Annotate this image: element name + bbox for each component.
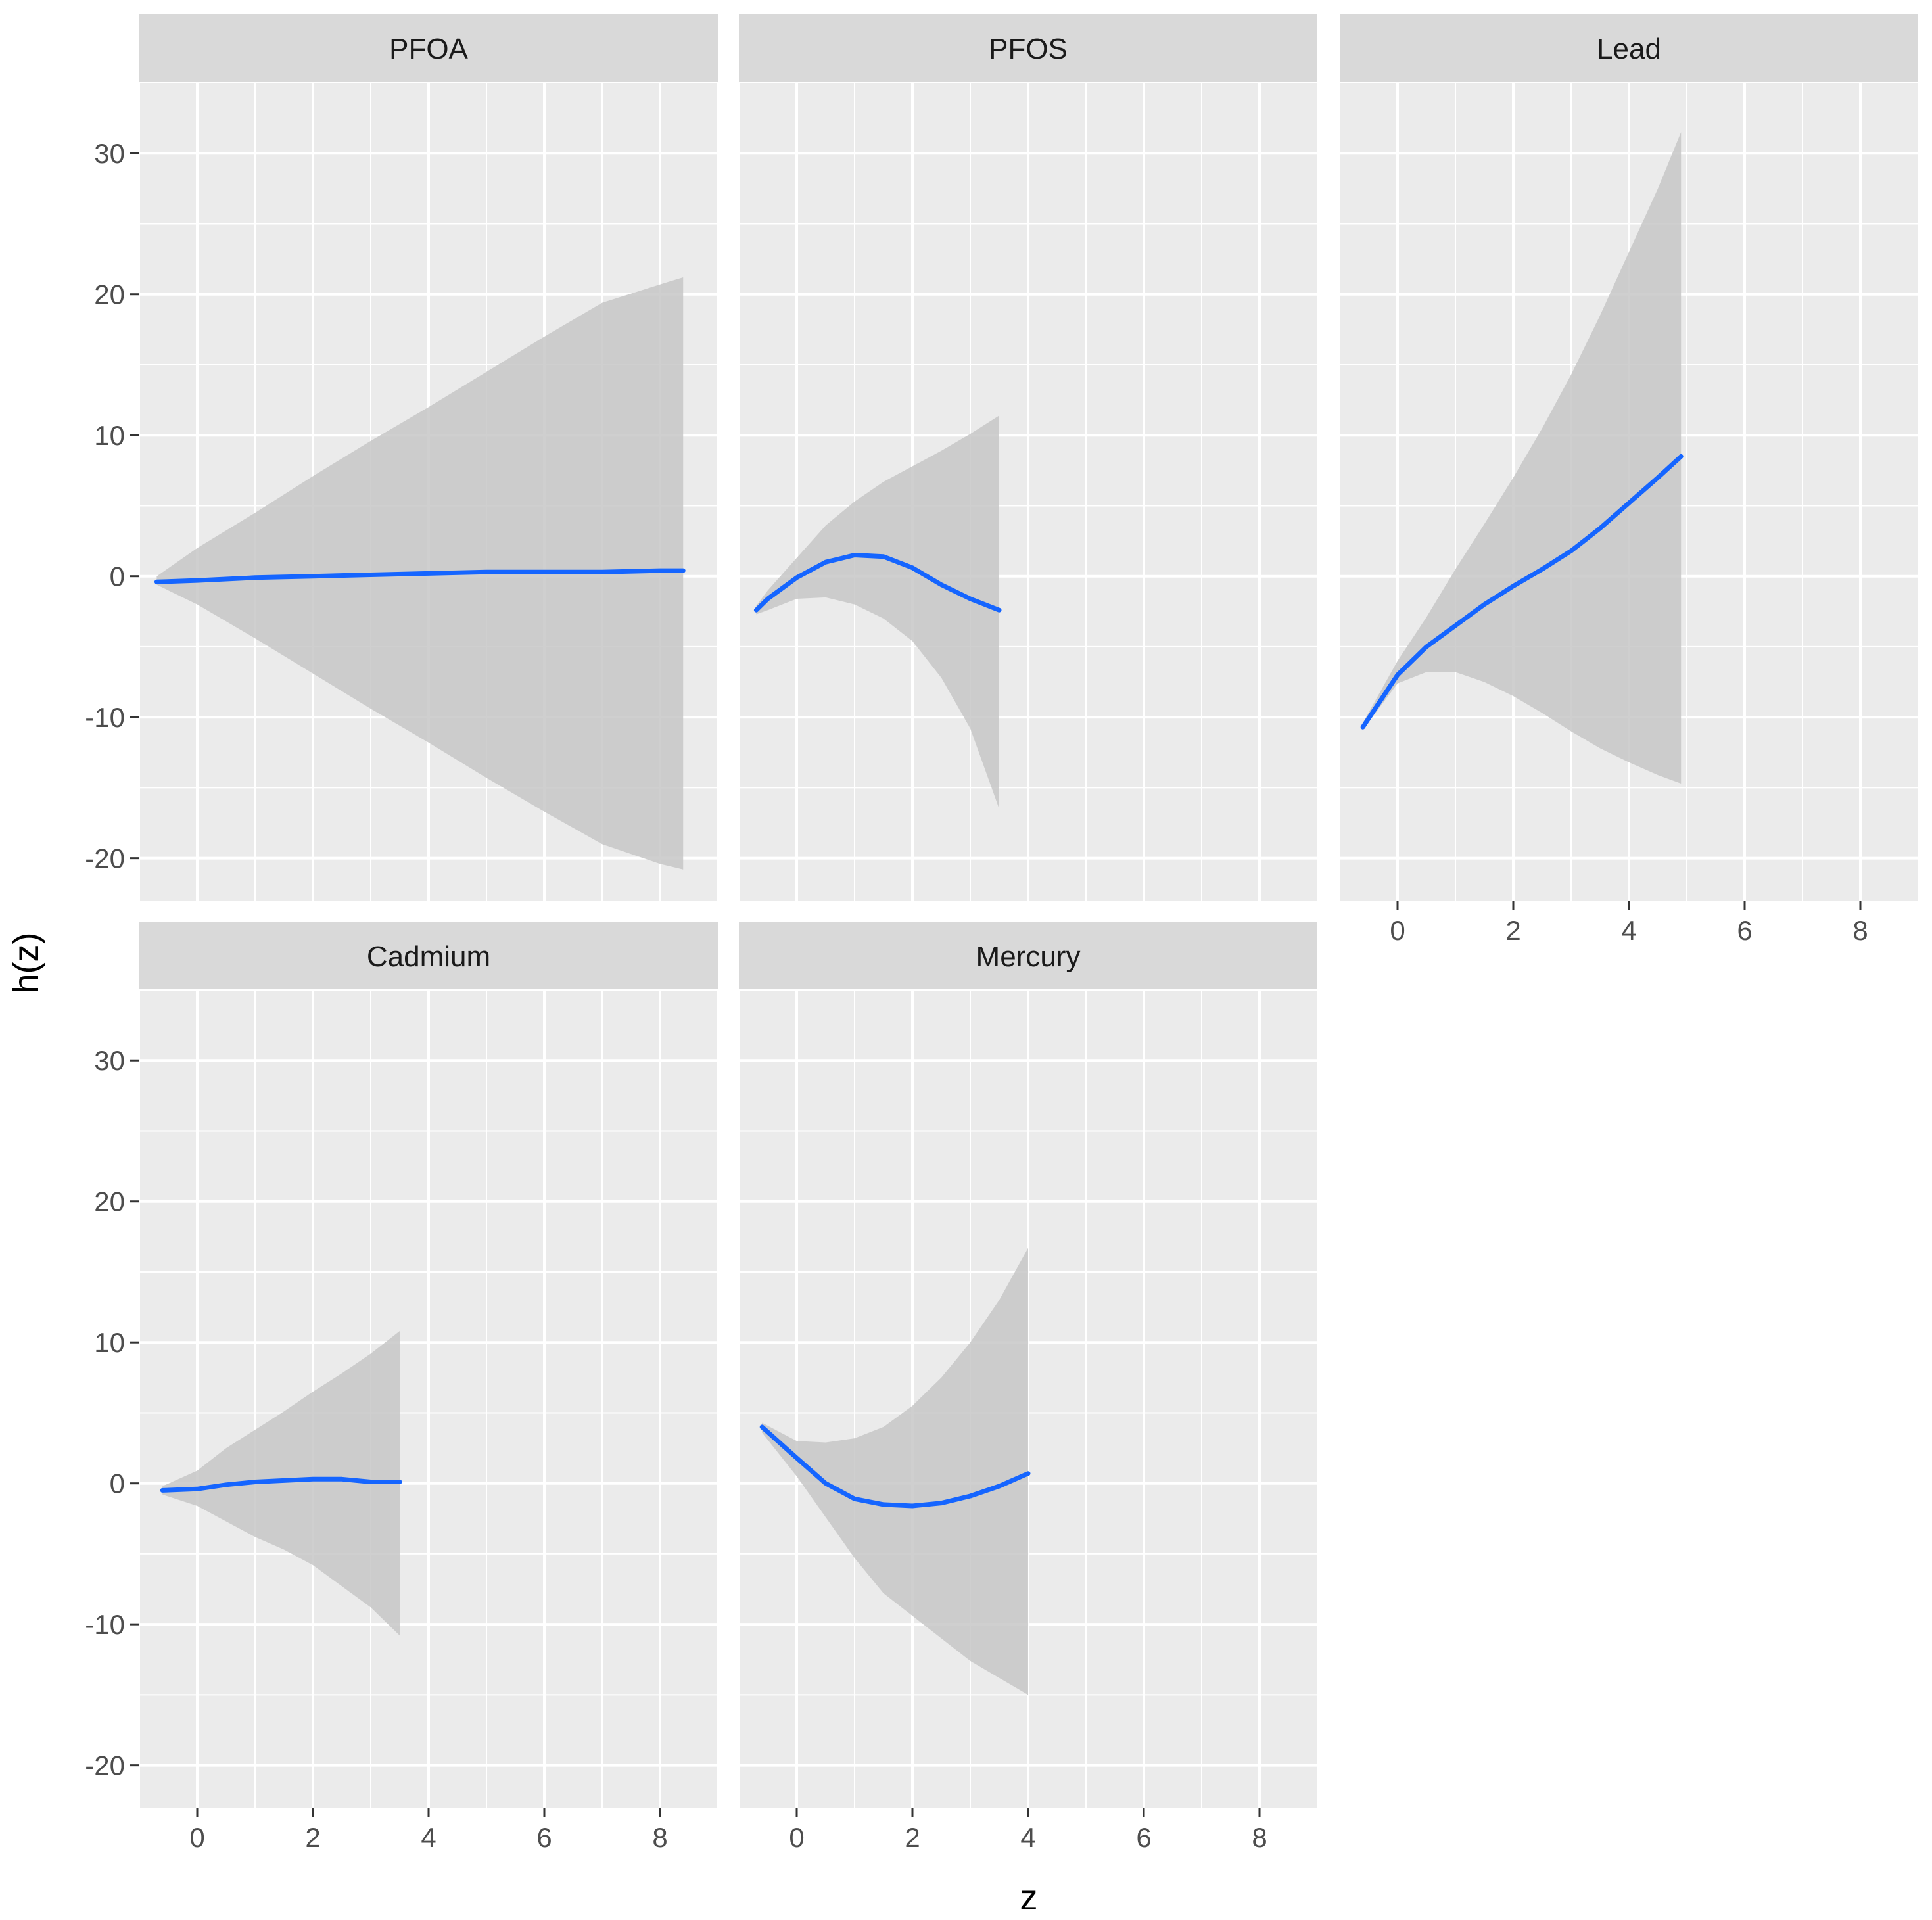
confidence-band [162, 1331, 400, 1636]
x-tick-label: 0 [789, 1822, 804, 1853]
x-tick-label: 6 [1136, 1822, 1151, 1853]
x-tick-label: 0 [189, 1822, 204, 1853]
y-tick-label: 20 [94, 1186, 125, 1217]
y-tick-label: 10 [94, 1327, 125, 1358]
x-tick-label: 4 [1621, 915, 1636, 946]
y-tick-label: -10 [85, 1609, 125, 1640]
y-tick-label: -20 [85, 1750, 125, 1781]
x-tick-label: 8 [1252, 1822, 1267, 1853]
panel-pfoa: PFOA -20 -10 0 10 20 30 [85, 14, 719, 901]
series-line [160, 1476, 402, 1493]
facet-strip [739, 922, 1317, 989]
facet-strip [139, 14, 718, 82]
panel-mercury: Mercury 0 2 4 6 8 [738, 922, 1318, 1853]
series-line [753, 553, 1002, 613]
facet-strip-label: Cadmium [367, 941, 490, 973]
facet-strip [739, 14, 1317, 82]
x-tick-label: 6 [536, 1822, 552, 1853]
panel-pfos: PFOS [738, 14, 1318, 901]
x-tick-label: 2 [305, 1822, 320, 1853]
y-tick-label: -10 [85, 702, 125, 733]
x-tick-label: 4 [421, 1822, 436, 1853]
x-tick-label: 2 [905, 1822, 920, 1853]
confidence-band [1363, 132, 1682, 784]
y-tick-label: 30 [94, 1045, 125, 1076]
x-tick-label: 8 [652, 1822, 667, 1853]
panel-lead: Lead 0 2 4 6 8 [1339, 14, 1919, 946]
series-line [154, 568, 686, 584]
x-tick-label: 2 [1505, 915, 1520, 946]
facet-strip [139, 922, 718, 989]
facet-strip [1340, 14, 1918, 82]
x-tick-label: 6 [1737, 915, 1752, 946]
y-tick-label: 0 [110, 561, 125, 592]
y-tick-label: -20 [85, 843, 125, 874]
y-tick-label: 0 [110, 1468, 125, 1499]
y-tick-label: 10 [94, 420, 125, 451]
x-tick-label: 0 [1390, 915, 1405, 946]
confidence-band [762, 1248, 1028, 1695]
facet-strip-label: PFOS [989, 33, 1068, 65]
facet-strip-label: PFOA [389, 33, 468, 65]
y-tick-label: 30 [94, 138, 125, 169]
facet-strip-label: Mercury [976, 941, 1081, 973]
y-axis-title: h(z) [7, 933, 46, 994]
series-line [1360, 454, 1684, 730]
confidence-band [756, 415, 999, 809]
x-tick-label: 4 [1020, 1822, 1035, 1853]
panel-cadmium: Cadmium -20 -10 0 10 20 30 0 2 4 6 8 [85, 922, 719, 1853]
y-tick-label: 20 [94, 279, 125, 310]
facet-strip-label: Lead [1597, 33, 1661, 65]
x-tick-label: 8 [1852, 915, 1868, 946]
x-axis-title: z [1020, 1878, 1038, 1917]
series-line [759, 1424, 1031, 1509]
